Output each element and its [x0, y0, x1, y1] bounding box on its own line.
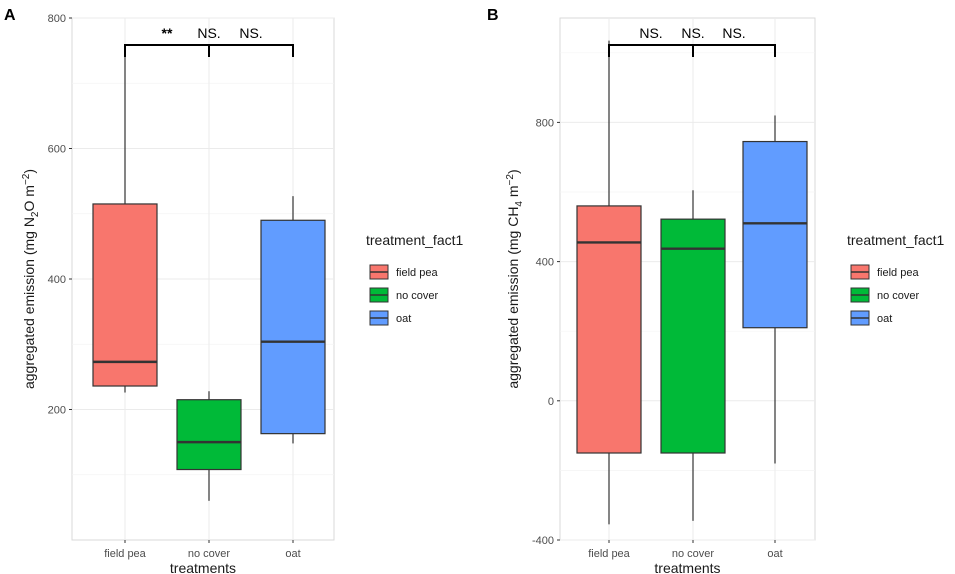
box-no-cover — [176, 391, 242, 501]
box-field-pea — [576, 40, 642, 525]
panel-tag: B — [487, 7, 499, 24]
y-axis-title-part: 4 — [514, 201, 525, 207]
y-axis-title-part: aggregated emission (mg CH — [505, 207, 521, 389]
y-axis-title: aggregated emission (mg N2O m−2) — [21, 169, 41, 389]
legend-key-no-cover: no cover — [369, 287, 439, 303]
box-oat — [742, 115, 808, 464]
box-iqr — [742, 140, 808, 329]
legend-key-no-cover: no cover — [850, 287, 920, 303]
significance-label: NS. — [197, 25, 220, 41]
x-tick-label: oat — [285, 548, 300, 560]
legend-label: oat — [877, 313, 892, 325]
panel-tag: A — [4, 7, 16, 24]
legend-key-field-pea: field pea — [369, 264, 438, 280]
y-tick-label: 0 — [548, 396, 554, 408]
legend-label: field pea — [877, 267, 919, 279]
y-axis-title-part: ) — [505, 169, 521, 174]
box-iqr — [176, 399, 242, 471]
y-axis-title-part: aggregated emission (mg N — [21, 217, 37, 389]
y-tick-label: 400 — [48, 274, 66, 286]
x-axis-title: treatments — [170, 560, 236, 574]
significance-label: NS. — [639, 25, 662, 41]
significance-label: NS. — [722, 25, 745, 41]
box-iqr — [260, 219, 326, 435]
box-field-pea — [92, 55, 158, 393]
legend-title: treatment_fact1 — [847, 232, 944, 248]
x-tick-label: oat — [767, 548, 782, 560]
y-axis-title-part: ) — [21, 169, 37, 174]
y-axis-title-part: −2 — [21, 173, 32, 185]
y-axis-title-part: O m — [21, 185, 37, 211]
legend-title: treatment_fact1 — [366, 232, 463, 248]
box-iqr — [576, 205, 642, 454]
box-no-cover — [660, 190, 726, 521]
y-tick-label: -400 — [532, 535, 554, 547]
significance-label: ** — [162, 25, 173, 41]
legend-key-oat: oat — [850, 310, 892, 326]
y-tick-label: 600 — [48, 144, 66, 156]
legend-label: no cover — [396, 290, 439, 302]
x-axis-title: treatments — [654, 560, 720, 574]
y-axis-title-part: m — [505, 185, 521, 201]
significance-label: NS. — [681, 25, 704, 41]
y-tick-label: 200 — [48, 405, 66, 417]
box-iqr — [660, 218, 726, 454]
box-oat — [260, 196, 326, 444]
x-tick-label: no cover — [188, 548, 231, 560]
legend-label: no cover — [877, 290, 920, 302]
y-axis-title: aggregated emission (mg CH4 m−2) — [505, 169, 525, 388]
legend-label: field pea — [396, 267, 438, 279]
box-iqr — [92, 203, 158, 387]
y-tick-label: 400 — [536, 257, 554, 269]
y-axis-title-part: −2 — [505, 174, 516, 186]
x-tick-label: no cover — [672, 548, 715, 560]
y-tick-label: 800 — [48, 13, 66, 25]
legend-key-oat: oat — [369, 310, 411, 326]
y-axis-title-part: 2 — [30, 211, 41, 217]
x-tick-label: field pea — [588, 548, 630, 560]
significance-label: NS. — [239, 25, 262, 41]
x-tick-label: field pea — [104, 548, 146, 560]
legend-label: oat — [396, 313, 411, 325]
legend-key-field-pea: field pea — [850, 264, 919, 280]
y-tick-label: 800 — [536, 117, 554, 129]
